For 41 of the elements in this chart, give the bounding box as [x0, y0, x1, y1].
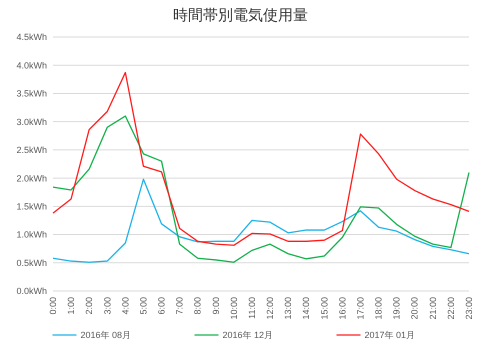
x-tick-label: 4:00 — [120, 297, 130, 315]
legend-label: 2016年 08月 — [80, 330, 132, 340]
line-series — [52, 115, 470, 263]
x-tick-label: 10:00 — [228, 297, 239, 320]
x-tick-label: 1:00 — [66, 297, 76, 315]
y-tick-label: 0.5kWh — [16, 258, 47, 268]
line-series — [52, 72, 470, 246]
x-tick-label: 19:00 — [392, 297, 402, 320]
chart-title: 時間帯別電気使用量 — [173, 7, 308, 24]
x-tick-label: 12:00 — [265, 297, 276, 320]
legend-label: 2017年 01月 — [364, 330, 416, 340]
x-tick-label: 20:00 — [410, 297, 420, 320]
x-tick-label: 5:00 — [138, 297, 148, 315]
x-tick-label: 8:00 — [192, 297, 203, 315]
y-tick-label: 1.0kWh — [16, 230, 47, 240]
y-tick-label: 4.0kWh — [16, 60, 47, 70]
x-tick-label: 14:00 — [301, 297, 312, 320]
x-tick-label: 17:00 — [355, 297, 366, 320]
y-tick-label: 3.0kWh — [16, 116, 47, 127]
x-tick-label: 22:00 — [446, 297, 456, 320]
x-tick-label: 23:00 — [464, 297, 474, 320]
x-tick-label: 3:00 — [102, 297, 112, 315]
x-tick-label: 18:00 — [374, 297, 384, 320]
y-tick-label: 3.5kWh — [16, 88, 47, 99]
legend-label: 2016年 12月 — [222, 330, 274, 340]
x-tick-label: 13:00 — [283, 297, 294, 320]
x-tick-label: 11:00 — [246, 297, 257, 319]
x-tick-label: 15:00 — [319, 297, 330, 320]
x-tick-label: 9:00 — [210, 297, 221, 315]
y-tick-label: 0.0kWh — [16, 286, 47, 296]
y-tick-label: 2.0kWh — [16, 173, 47, 184]
line-series — [52, 178, 470, 263]
y-tick-label: 4.5kWh — [16, 32, 47, 42]
x-tick-label: 21:00 — [428, 297, 438, 320]
y-tick-label: 2.5kWh — [16, 145, 47, 156]
x-tick-label: 7:00 — [174, 297, 185, 315]
x-tick-label: 6:00 — [156, 297, 167, 315]
x-tick-label: 16:00 — [337, 297, 348, 320]
y-tick-label: 1.5kWh — [16, 201, 47, 212]
x-tick-label: 2:00 — [84, 297, 94, 315]
x-tick-label: 0:00 — [48, 297, 58, 315]
